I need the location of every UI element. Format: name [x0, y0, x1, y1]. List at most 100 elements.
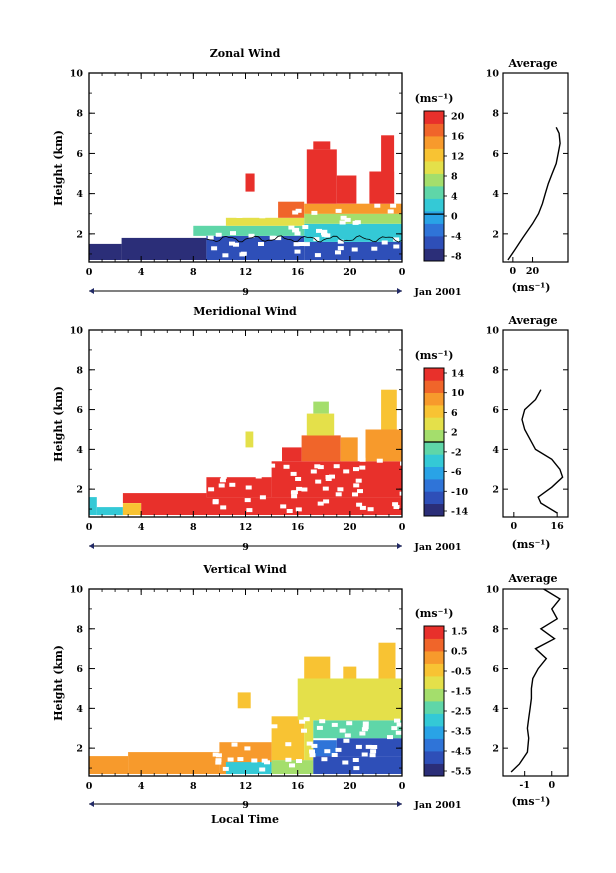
data-gap [246, 508, 253, 513]
colorbar-tick-label: 2 [451, 428, 458, 439]
x-tick-label: 0 [86, 522, 93, 533]
data-gap [283, 464, 290, 469]
data-gap [400, 461, 402, 466]
heatmap-cell [206, 477, 272, 498]
data-gap [220, 474, 227, 479]
data-gap [295, 208, 302, 213]
data-gap [337, 246, 344, 251]
data-gap [394, 718, 400, 723]
colorbar-tick-label: 4 [451, 192, 458, 203]
colorbar-tick-label: 8 [451, 172, 458, 183]
colorbar-swatch [424, 173, 444, 187]
colorbar-swatch [424, 211, 444, 224]
data-gap [221, 208, 228, 213]
heatmap-cell [122, 503, 142, 515]
y-tick-label: 8 [76, 624, 83, 635]
y-tick-label: 6 [76, 664, 83, 675]
data-gap [269, 235, 276, 240]
data-gap [310, 469, 317, 474]
timeline-day-label: 9 [242, 287, 249, 298]
timeline-left-arrow [89, 543, 94, 549]
colorbar-swatch [424, 161, 444, 174]
colorbar-tick-label: 14 [451, 369, 465, 380]
y-tick-label: 4 [76, 189, 83, 200]
profile-x-tick-label: 16 [551, 521, 565, 532]
colorbar-swatch [424, 626, 444, 639]
heatmap-cell [282, 447, 302, 462]
meridional-average-title: Average [507, 314, 557, 327]
vertical-profile-unit: (ms⁻¹) [512, 795, 551, 808]
data-gap [324, 749, 331, 754]
profile-x-tick-label: 0 [548, 780, 555, 791]
data-gap [249, 463, 256, 468]
colorbar-swatch [424, 380, 444, 393]
data-gap [324, 233, 331, 238]
data-gap [294, 249, 301, 254]
heatmap-cell [89, 243, 122, 260]
data-gap [319, 719, 326, 724]
data-gap [399, 491, 402, 496]
colorbar-tick-label: 6 [451, 408, 458, 419]
heatmap-cell [378, 642, 396, 679]
data-gap [259, 495, 266, 500]
data-gap [292, 210, 299, 215]
profile-frame [502, 329, 569, 518]
data-gap [335, 492, 342, 497]
timeline-right-arrow [397, 543, 402, 549]
data-gap [339, 220, 346, 225]
heatmap-cell [304, 213, 402, 224]
colorbar-swatch [424, 713, 444, 727]
data-gap [346, 721, 353, 726]
profile-y-tick-label: 2 [492, 229, 499, 240]
data-gap [239, 202, 246, 207]
data-gap [208, 487, 215, 492]
data-gap [393, 505, 400, 509]
data-gap [351, 247, 358, 252]
data-gap [286, 509, 293, 513]
colorbar-tick-label: 16 [451, 132, 465, 143]
data-gap [302, 225, 309, 229]
colorbar-swatch [424, 417, 444, 430]
heatmap-cell [237, 692, 251, 709]
colorbar-swatch [424, 392, 444, 406]
heatmap-cell [304, 203, 402, 214]
heatmap-cell [369, 171, 395, 204]
zero-contour-line [206, 235, 402, 243]
data-gap [387, 735, 393, 740]
data-gap [236, 214, 243, 218]
data-gap [222, 253, 229, 258]
colorbar-tick-label: -14 [451, 507, 469, 518]
data-gap [294, 231, 301, 236]
data-gap [239, 252, 246, 257]
timeline-left-arrow [89, 288, 94, 294]
data-gap [207, 467, 214, 472]
vertical-title: Vertical Wind [202, 563, 287, 576]
vertical-date-label: Jan 2001 [413, 800, 461, 811]
zonal-colorbar: 20 16 12 8 4 0 -4 -8 [423, 110, 465, 263]
data-gap [314, 464, 321, 469]
y-tick-label: 6 [76, 405, 83, 416]
data-gap [280, 504, 287, 509]
data-gap [292, 228, 299, 233]
data-gap [331, 722, 338, 727]
data-gap [322, 486, 329, 491]
data-gap [344, 217, 351, 222]
data-gap [303, 717, 310, 722]
x-tick-label: 8 [190, 267, 197, 278]
data-gap [222, 766, 229, 771]
vertical-average-profile: 2 4 6 8 10 -1 0 [486, 585, 569, 791]
data-gap [223, 202, 230, 207]
colorbar-swatch [424, 503, 444, 517]
heatmap-cell [96, 507, 123, 516]
data-gap [237, 757, 244, 762]
data-gap [229, 482, 236, 487]
data-gap [290, 490, 297, 495]
data-gap [230, 212, 237, 217]
data-gap [359, 465, 366, 470]
heatmap-cell [306, 413, 335, 436]
data-gap [355, 478, 362, 483]
zonal-profile-unit: (ms⁻¹) [512, 281, 551, 294]
vertical-colorbar: 1.5 0.5 -0.5 -1.5 -2.5 -3.5 -4.5 -5.5 [423, 625, 471, 778]
profile-y-tick-label: 10 [486, 326, 500, 337]
data-gap [230, 231, 236, 236]
